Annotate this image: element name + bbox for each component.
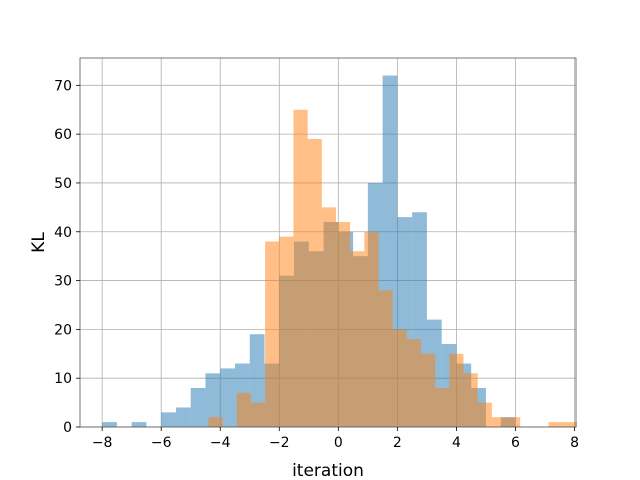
- histogram-bar-series-2: [463, 373, 478, 427]
- histogram-bar-series-2: [364, 231, 379, 427]
- y-tick-label: 60: [54, 127, 72, 143]
- histogram-bar-series-1: [190, 387, 206, 427]
- histogram-bar-series-2: [265, 241, 280, 427]
- histogram-bar-series-2: [435, 387, 450, 427]
- y-tick-label: 20: [54, 322, 72, 338]
- histogram-bar-series-2: [279, 236, 294, 427]
- histogram-bar-series-2: [562, 422, 577, 427]
- histogram-bar-series-2: [378, 290, 393, 427]
- y-tick-label: 10: [54, 371, 72, 387]
- x-tick-label: 4: [452, 435, 461, 451]
- x-axis-label: iteration: [292, 461, 364, 480]
- x-tick-label: −6: [151, 435, 172, 451]
- x-tick-label: 0: [334, 435, 343, 451]
- x-tick-label: 6: [511, 435, 520, 451]
- histogram-bar-series-2: [350, 251, 365, 427]
- histogram-bar-series-2: [406, 339, 421, 427]
- histogram-bar-series-2: [335, 222, 351, 427]
- histogram-bar-series-2: [208, 417, 223, 427]
- histogram-bar-series-2: [321, 207, 336, 427]
- histogram-bar-series-2: [449, 353, 464, 427]
- histogram-bar-series-1: [205, 373, 221, 427]
- histogram-bar-series-2: [491, 417, 507, 427]
- histogram-bar-series-1: [175, 407, 191, 427]
- histogram-bar-series-2: [307, 139, 322, 427]
- x-tick-label: −4: [210, 435, 231, 451]
- axis-ticks: −8 −6 −4 −2 0 2 4 6 8 0 10 20 30 40 50 60 70: [54, 78, 579, 451]
- y-tick-label: 40: [54, 225, 72, 241]
- histogram-bar-series-2: [293, 109, 308, 427]
- histogram-bar-series-2: [506, 417, 521, 427]
- y-tick-label: 0: [63, 420, 72, 436]
- y-tick-label: 30: [54, 274, 72, 290]
- histogram-bar-series-2: [250, 402, 266, 427]
- histogram-bar-series-2: [548, 422, 563, 427]
- plot-frame: [79, 57, 577, 428]
- y-axis-label: KL: [29, 232, 49, 253]
- histogram-bar-series-2: [421, 353, 436, 427]
- histogram-bar-series-1: [102, 422, 117, 427]
- histogram-bar-series-1: [131, 422, 147, 427]
- histogram-bar-series-2: [392, 329, 407, 427]
- x-tick-label: −2: [269, 435, 290, 451]
- y-tick-label: 50: [54, 176, 72, 192]
- x-tick-label: −8: [92, 435, 113, 451]
- y-tick-label: 70: [54, 78, 72, 94]
- x-tick-label: 8: [570, 435, 579, 451]
- histogram-bar-series-1: [161, 412, 176, 427]
- x-tick-label: 2: [393, 435, 402, 451]
- histogram-bar-series-2: [236, 392, 251, 427]
- histogram-bars: [102, 75, 577, 428]
- histogram-bar-series-2: [477, 402, 492, 427]
- histogram-bar-series-1: [220, 368, 235, 427]
